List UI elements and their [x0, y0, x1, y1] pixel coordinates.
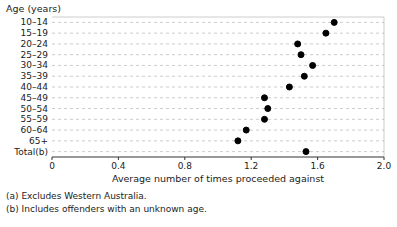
footnote: (b) Includes offenders with an unknown a…	[6, 204, 207, 214]
dot	[298, 52, 304, 58]
grid-line	[52, 87, 384, 88]
frame-right	[384, 17, 385, 157]
y-tick-label: 30–34	[21, 60, 49, 70]
y-axis-label: Age (years)	[6, 3, 61, 14]
x-ticks: 0 0.4 0.8 1.2 1.6 2.0	[49, 157, 391, 171]
dot	[261, 95, 267, 101]
x-tick	[251, 157, 252, 160]
y-tick-label: 55–59	[21, 114, 49, 124]
grid-line	[52, 119, 384, 120]
grid-line	[52, 76, 384, 77]
y-tick-label: Total(b)	[13, 147, 48, 157]
dot	[265, 106, 271, 112]
dot	[303, 149, 309, 155]
grid-line	[52, 33, 384, 34]
y-tick-label: 40–44	[21, 82, 49, 92]
grid-line	[52, 43, 384, 44]
grid-line	[52, 54, 384, 55]
x-tick	[384, 157, 385, 160]
grid-line	[52, 151, 384, 152]
x-tick-label: 1.2	[244, 161, 258, 171]
y-ticks: 10–1415–1920–2425–2930–3435–3940–4445–49…	[13, 17, 48, 156]
x-tick	[317, 157, 318, 160]
grid-line	[52, 97, 384, 98]
x-tick-label: 1.6	[310, 161, 325, 171]
dot	[331, 19, 337, 25]
dot	[286, 84, 292, 90]
y-tick-label: 25–29	[21, 50, 49, 60]
chart: 0 0.4 0.8 1.2 1.6 2.0 10–1415–1920–2425–2930–3…	[0, 0, 397, 227]
x-tick-label: 2.0	[377, 161, 392, 171]
dot	[295, 41, 301, 47]
y-tick-label: 35–39	[21, 71, 49, 81]
y-tick-label: 65+	[29, 136, 48, 146]
y-tick-label: 15–19	[21, 28, 49, 38]
y-tick-label: 45–49	[21, 93, 49, 103]
x-axis-label: Average number of times proceeded agains…	[112, 173, 324, 184]
x-tick	[118, 157, 119, 160]
y-tick-label: 10–14	[21, 17, 49, 27]
grid	[52, 22, 384, 151]
x-tick-label: 0.8	[178, 161, 193, 171]
dot	[261, 116, 267, 122]
grid-line	[52, 130, 384, 131]
dot	[301, 73, 307, 79]
x-tick-label: 0.4	[111, 161, 126, 171]
y-tick-label: 20–24	[21, 39, 49, 49]
grid-line	[52, 65, 384, 66]
x-tick-label: 0	[49, 161, 55, 171]
dot	[323, 30, 329, 36]
x-tick	[52, 157, 53, 160]
dot	[310, 62, 316, 68]
y-tick-label: 50–54	[21, 104, 49, 114]
x-tick	[184, 157, 185, 160]
footnote: (a) Excludes Western Australia.	[6, 191, 147, 201]
dot	[243, 127, 249, 133]
dot	[235, 138, 241, 144]
marks	[235, 19, 337, 154]
grid-line	[52, 140, 384, 141]
grid-line	[52, 108, 384, 109]
frame-top	[52, 17, 384, 18]
y-tick-label: 60–64	[21, 125, 49, 135]
x-axis-line	[52, 157, 384, 158]
